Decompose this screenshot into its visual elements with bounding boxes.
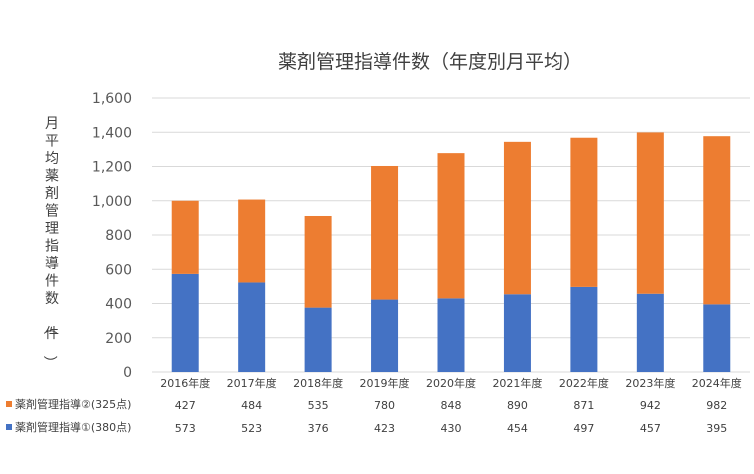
y-tick-label: 800 xyxy=(105,228,132,244)
x-category-label: 2019年度 xyxy=(360,376,410,390)
data-table-value: 982 xyxy=(706,399,727,412)
data-table-value: 890 xyxy=(507,399,528,412)
data-table-value: 871 xyxy=(573,399,594,412)
y-tick-label: 600 xyxy=(105,262,132,278)
y-tick-label: 1,600 xyxy=(92,91,132,107)
x-category-label: 2020年度 xyxy=(426,376,476,390)
y-axis-title: 月平均薬剤管理指導件数（件） xyxy=(41,116,59,370)
bar-segment-series2 xyxy=(503,141,531,295)
data-table-value: 484 xyxy=(241,399,262,412)
y-tick-label: 1,400 xyxy=(92,125,132,141)
data-table-value: 454 xyxy=(507,422,528,435)
bar-segment-series2 xyxy=(703,136,731,305)
data-table-value: 497 xyxy=(573,422,594,435)
bar-segment-series1 xyxy=(238,282,266,372)
bar-segment-series2 xyxy=(570,137,598,287)
data-table-value: 942 xyxy=(640,399,661,412)
bar-segment-series2 xyxy=(238,199,266,283)
bar-segment-series1 xyxy=(636,293,664,372)
x-category-label: 2023年度 xyxy=(625,376,675,390)
data-table-value: 430 xyxy=(441,422,462,435)
data-table-value: 573 xyxy=(175,422,196,435)
x-axis-categories: 2016年度 2017年度 2018年度 2019年度 2020年度 2021年度 2022… xyxy=(160,376,742,390)
y-tick-label: 1,000 xyxy=(92,194,132,210)
y-tick-label: 0 xyxy=(123,365,132,381)
data-table-value: 376 xyxy=(308,422,329,435)
bar-segment-series1 xyxy=(703,304,731,372)
legend-key xyxy=(6,401,12,407)
bar-segment-series1 xyxy=(304,307,332,372)
bar-segment-series2 xyxy=(437,153,465,299)
x-category-label: 2018年度 xyxy=(293,376,343,390)
data-table-value: 457 xyxy=(640,422,661,435)
x-category-label: 2022年度 xyxy=(559,376,609,390)
x-category-label: 2017年度 xyxy=(227,376,277,390)
bar-segment-series1 xyxy=(570,286,598,372)
data-table-value: 395 xyxy=(706,422,727,435)
data-table-value: 848 xyxy=(441,399,462,412)
data-table-value: 780 xyxy=(374,399,395,412)
y-tick-label: 1,200 xyxy=(92,160,132,176)
bar-segment-series2 xyxy=(636,132,664,294)
legend-key xyxy=(6,424,12,430)
legend-label: 薬剤管理指導②(325点) xyxy=(15,397,131,411)
y-axis-label: 月平均薬剤管理指導件数（件） xyxy=(41,116,59,370)
y-tick-label: 400 xyxy=(105,297,132,313)
bar-segment-series2 xyxy=(171,200,199,274)
bar-segment-series2 xyxy=(371,165,399,300)
bar-segment-series1 xyxy=(503,294,531,372)
bar-segment-series1 xyxy=(437,298,465,372)
x-category-label: 2021年度 xyxy=(492,376,542,390)
data-table-value: 535 xyxy=(308,399,329,412)
data-table: 薬剤管理指導②(325点) 427 484 535 780 848 890 871 942 982… xyxy=(6,397,727,435)
data-table-value: 427 xyxy=(175,399,196,412)
bar-segment-series1 xyxy=(371,299,399,372)
bars xyxy=(171,132,731,372)
data-table-value: 423 xyxy=(374,422,395,435)
data-table-value: 523 xyxy=(241,422,262,435)
chart-title: 薬剤管理指導件数（年度別月平均） xyxy=(278,51,582,73)
x-category-label: 2024年度 xyxy=(692,376,742,390)
y-axis-ticks: 0 200 400 600 800 1,000 1,200 1,400 1,600 xyxy=(92,91,132,381)
legend-label: 薬剤管理指導①(380点) xyxy=(15,420,131,434)
bar-segment-series1 xyxy=(171,273,199,372)
y-tick-label: 200 xyxy=(105,331,132,347)
bar-segment-series2 xyxy=(304,215,332,308)
x-category-label: 2016年度 xyxy=(160,376,210,390)
